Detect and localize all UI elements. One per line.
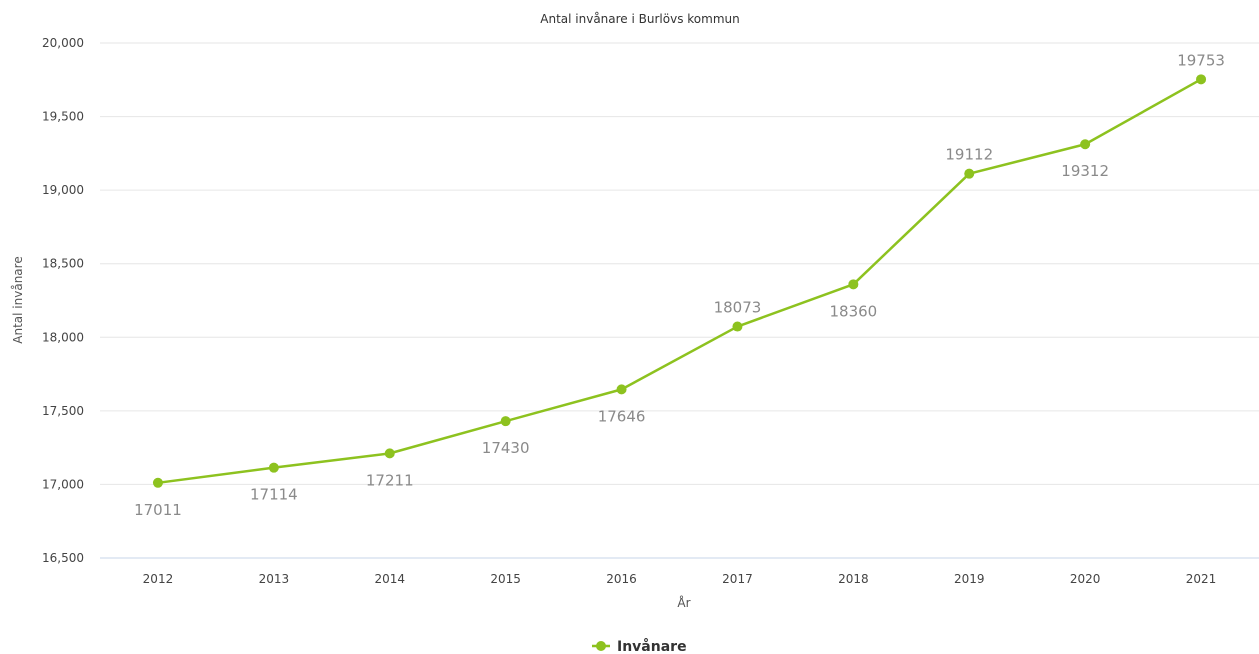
y-tick-label: 19,000 [42,183,84,197]
x-tick-label: 2018 [838,572,869,586]
legend[interactable]: Invånare [592,638,687,654]
chart-title: Antal invånare i Burlövs kommun [540,12,739,26]
data-label: 18073 [714,299,762,317]
data-point-2021[interactable] [1196,74,1207,85]
data-label: 19112 [945,146,993,164]
data-label: 17211 [366,471,414,489]
data-label: 18360 [829,302,877,320]
y-axis-label: Antal invånare [11,256,25,343]
x-tick-label: 2016 [606,572,637,586]
data-point-2016[interactable] [616,384,627,395]
series-invanare [152,74,1207,488]
x-tick-label: 2017 [722,572,753,586]
y-tick-label: 17,500 [42,404,84,418]
data-point-2018[interactable] [848,279,859,290]
y-tick-label: 17,000 [42,477,84,491]
x-tick-label: 2015 [490,572,521,586]
y-tick-label: 20,000 [42,36,84,50]
data-labels: 17011 17114 17211 17430 17646 18073 18360 19112… [134,51,1225,518]
legend-item-invanare[interactable]: Invånare [617,638,687,654]
x-axis-label: År [677,595,690,610]
data-label: 17646 [598,407,646,425]
data-point-2019[interactable] [964,168,975,179]
x-tick-label: 2013 [259,572,290,586]
legend-marker-icon [596,641,606,651]
y-tick-label: 19,500 [42,110,84,124]
data-point-2020[interactable] [1080,139,1091,150]
data-label: 17011 [134,501,182,519]
data-label: 17430 [482,439,530,457]
data-point-2015[interactable] [500,416,511,427]
y-tick-label: 16,500 [42,551,84,565]
x-axis-ticks: 2012 2013 2014 2015 2016 2017 2018 2019 2020 2021 [143,572,1217,586]
y-tick-label: 18,000 [42,330,84,344]
series-line [157,78,1202,485]
data-point-2014[interactable] [384,448,395,459]
data-label: 19312 [1061,162,1109,180]
y-axis-ticks: 16,500 17,000 17,500 18,000 18,500 19,000 19,5… [42,36,84,565]
y-tick-label: 18,500 [42,257,84,271]
x-tick-label: 2019 [954,572,985,586]
data-label: 19753 [1177,51,1225,69]
grid-lines [100,42,1259,559]
x-tick-label: 2014 [374,572,405,586]
x-tick-label: 2021 [1186,572,1217,586]
data-point-2013[interactable] [268,462,279,473]
data-label: 17114 [250,486,298,504]
data-point-2012[interactable] [152,477,163,488]
x-tick-label: 2012 [143,572,174,586]
data-point-2017[interactable] [732,321,743,332]
x-tick-label: 2020 [1070,572,1101,586]
